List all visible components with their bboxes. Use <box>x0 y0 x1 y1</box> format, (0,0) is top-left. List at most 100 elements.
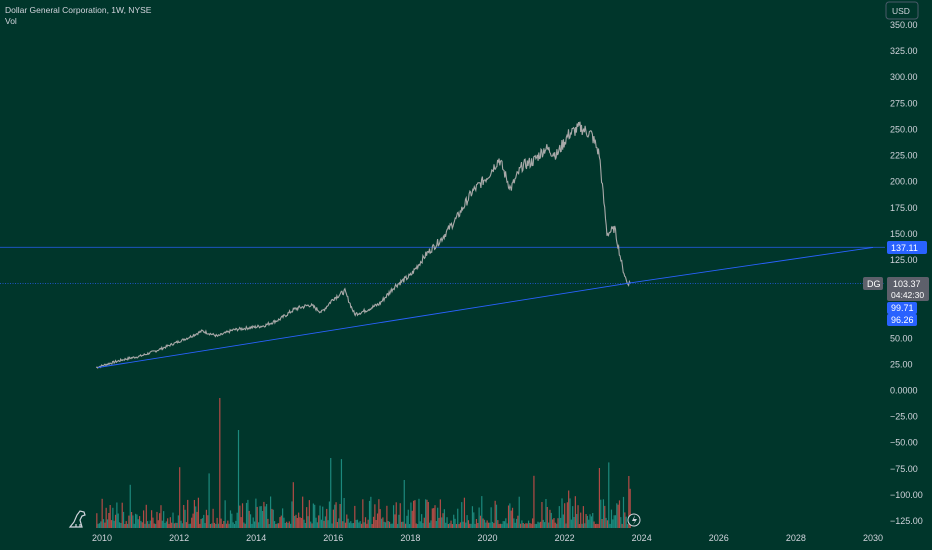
dinosaur-logo-icon[interactable] <box>68 510 86 528</box>
volume-bar <box>121 502 123 528</box>
volume-bar <box>549 509 551 528</box>
volume-bar <box>237 430 240 528</box>
volume-bar <box>427 502 429 528</box>
volume-bar <box>493 523 495 528</box>
currency-button[interactable]: USD <box>885 1 919 20</box>
volume-bar <box>224 500 226 528</box>
price-label-137: 137.11 <box>887 241 927 254</box>
volume-bar <box>257 522 260 528</box>
volume-bar <box>562 514 564 528</box>
volume-bar <box>580 512 582 528</box>
trend-line[interactable] <box>98 246 874 368</box>
volume-bar <box>481 496 483 528</box>
volume-bar <box>609 523 611 528</box>
volume-bar <box>363 522 365 528</box>
price-line[interactable] <box>95 121 631 369</box>
volume-bar <box>399 503 401 528</box>
volume-bar <box>622 496 625 528</box>
volume-bar <box>503 521 506 528</box>
volume-bar <box>533 475 535 528</box>
volume-bar <box>352 523 355 528</box>
volume-bar <box>288 521 290 528</box>
volume-bar <box>169 517 171 528</box>
volume-bar <box>209 524 212 528</box>
volume-bar <box>466 515 468 528</box>
volume-bar <box>106 519 109 528</box>
volume-bar <box>586 515 588 528</box>
volume-bar <box>498 524 500 528</box>
volume-bar <box>221 524 224 528</box>
volume-bar <box>379 509 381 528</box>
volume-bar <box>598 468 601 528</box>
price-axis[interactable]: 350.00 325.00 300.00 275.00 250.00 225.00 200.… <box>890 20 923 526</box>
volume-bar <box>220 518 222 528</box>
volume-bar <box>490 507 492 528</box>
volume-bar <box>477 523 479 528</box>
volume-bar <box>271 508 273 528</box>
volume-bar <box>355 519 357 528</box>
volume-bar <box>314 504 316 528</box>
volume-bar <box>245 502 248 528</box>
volume-bar <box>167 518 169 528</box>
volume-bar <box>396 523 399 528</box>
volume-bar <box>442 513 444 528</box>
volume-bar <box>143 510 145 528</box>
volume-bar <box>192 513 194 528</box>
volume-bar <box>383 521 385 528</box>
volume-bar <box>585 514 587 528</box>
time-axis[interactable]: 2010 2012 2014 2016 2018 2020 2022 2024 2026 2028… <box>92 533 883 543</box>
volume-bar <box>513 518 515 528</box>
volume-bar <box>120 523 122 528</box>
volume-bar <box>475 519 478 528</box>
volume-bar <box>447 524 449 528</box>
volume-bar <box>241 503 244 528</box>
volume-bar <box>557 518 559 528</box>
volume-bar <box>104 522 106 528</box>
volume-bar <box>394 514 396 528</box>
volume-bar <box>451 524 453 528</box>
ticker-text: DG <box>867 279 881 289</box>
volume-bar <box>122 511 125 528</box>
volume-bar <box>415 523 417 528</box>
volume-bar <box>519 523 522 528</box>
volume-bar <box>388 521 391 528</box>
volume-bar <box>604 505 606 528</box>
volume-bar <box>252 517 254 528</box>
volume-bar <box>114 514 117 528</box>
volume-bar <box>326 508 328 528</box>
last-price-text: 103.37 <box>893 279 921 289</box>
volume-bar <box>223 521 225 528</box>
volume-bar <box>421 514 423 528</box>
volume-bar <box>473 512 475 528</box>
volume-bar <box>187 499 189 528</box>
volume-bar <box>272 509 274 528</box>
volume-bar <box>334 504 336 528</box>
volume-bar <box>323 520 325 528</box>
volume-bar <box>362 499 364 528</box>
lightning-icon[interactable] <box>627 513 641 527</box>
volume-bar <box>569 498 571 528</box>
volume-bar <box>372 516 375 528</box>
volume-bar <box>592 513 594 528</box>
ticker-label: DG <box>863 277 883 290</box>
volume-bar <box>179 467 181 528</box>
volume-bar <box>384 522 387 528</box>
volume-bar <box>295 514 297 528</box>
time-tick-label: 2020 <box>477 533 497 543</box>
volume-bar <box>553 518 555 528</box>
volume-bar <box>400 521 403 528</box>
volume-bar <box>380 518 383 528</box>
volume-bar <box>340 459 343 528</box>
volume-bar <box>624 512 626 528</box>
volume-bar <box>279 517 281 528</box>
volume-bar <box>497 520 499 528</box>
volume-bar <box>429 522 431 528</box>
volume-bar <box>546 507 548 528</box>
volume-bar <box>608 462 610 528</box>
volume-bar <box>269 496 272 528</box>
volume-bar <box>482 518 484 528</box>
volume-bar <box>356 519 359 528</box>
volume-bar <box>109 505 111 528</box>
